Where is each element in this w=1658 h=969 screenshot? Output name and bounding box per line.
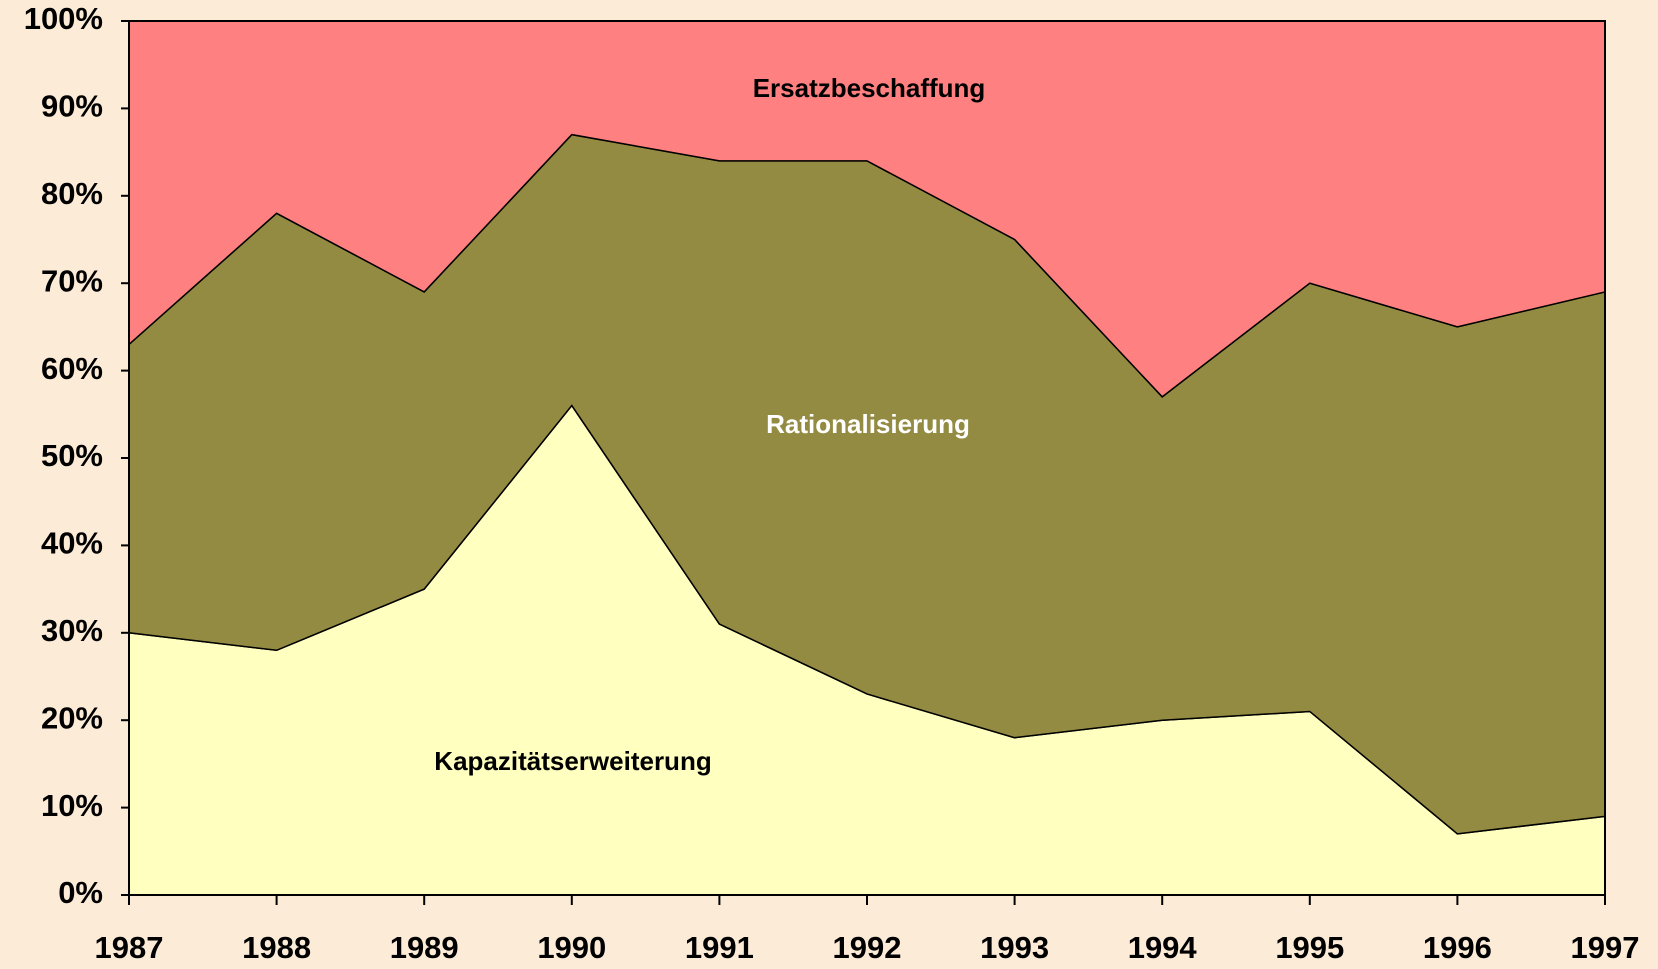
x-tick-label: 1996 — [1423, 930, 1492, 965]
x-tick-label: 1990 — [537, 930, 606, 965]
x-tick-label: 1993 — [980, 930, 1049, 965]
series-label: Rationalisierung — [766, 409, 970, 439]
x-tick-label: 1995 — [1275, 930, 1344, 965]
y-tick-label: 10% — [41, 788, 103, 823]
y-tick-label: 40% — [41, 526, 103, 561]
y-tick-label: 20% — [41, 700, 103, 735]
x-tick-label: 1988 — [242, 930, 311, 965]
y-tick-label: 60% — [41, 351, 103, 386]
x-tick-label: 1987 — [95, 930, 164, 965]
series-label: Kapazitätserweiterung — [434, 746, 711, 776]
y-tick-label: 70% — [41, 263, 103, 298]
y-tick-label: 80% — [41, 176, 103, 211]
y-tick-label: 30% — [41, 613, 103, 648]
y-tick-label: 90% — [41, 89, 103, 124]
x-tick-label: 1991 — [685, 930, 754, 965]
y-tick-label: 100% — [24, 1, 103, 36]
y-tick-label: 50% — [41, 438, 103, 473]
x-tick-label: 1994 — [1128, 930, 1198, 965]
x-tick-label: 1989 — [390, 930, 459, 965]
y-tick-label: 0% — [58, 875, 103, 910]
x-tick-label: 1992 — [833, 930, 902, 965]
x-tick-label: 1997 — [1571, 930, 1640, 965]
series-label: Ersatzbeschaffung — [753, 73, 986, 103]
